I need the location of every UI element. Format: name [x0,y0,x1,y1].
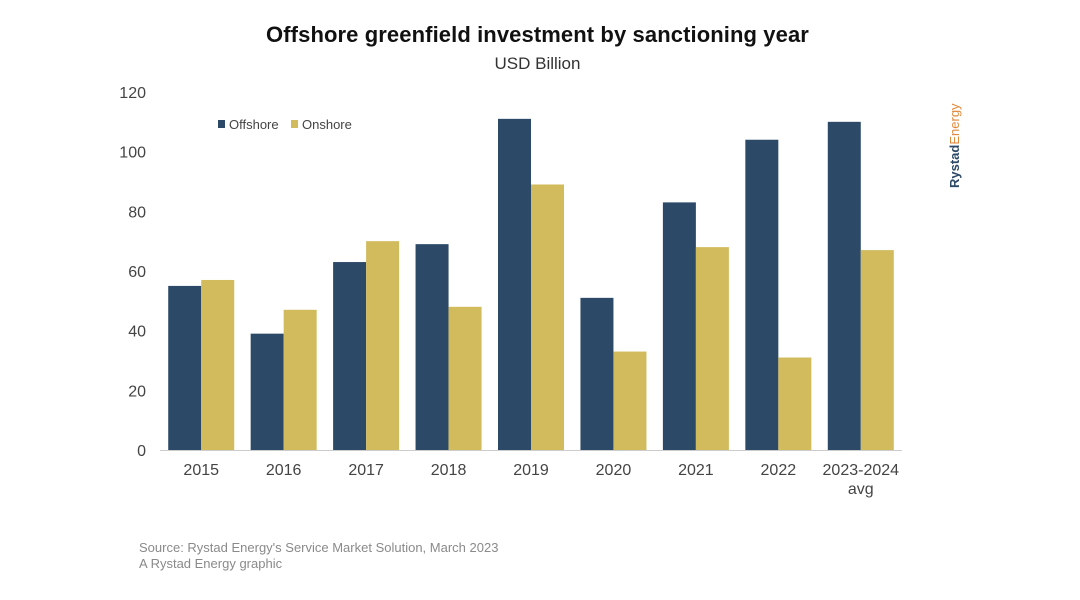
bar-onshore [283,309,317,450]
brand-part-1: Rystad [947,144,962,188]
bar-offshore [827,121,861,450]
y-tick-label: 80 [128,204,146,221]
chart-title: Offshore greenfield investment by sancti… [266,22,809,47]
legend-label-offshore: Offshore [229,117,279,132]
y-tick-label: 0 [137,443,146,460]
legend-swatch-offshore [218,120,225,128]
legend-swatch-onshore [291,120,298,128]
bar-onshore [201,279,235,450]
x-tick-label: 2016 [266,462,302,479]
bar-onshore [695,247,729,450]
rystad-energy-logo: RystadEnergy [947,103,962,188]
bar-onshore [366,241,400,450]
x-tick-label: 2019 [513,462,549,479]
y-tick-label: 20 [128,383,146,400]
credit-line: A Rystad Energy graphic [139,556,283,571]
bar-onshore [778,357,812,450]
x-tick-label: 2021 [678,462,714,479]
y-tick-label: 40 [128,324,146,341]
x-tick-label: 2015 [183,462,219,479]
bar-onshore [531,184,564,450]
y-tick-label: 120 [119,85,146,102]
x-tick-label: 2017 [348,462,384,479]
y-tick-label: 60 [128,264,146,281]
bar-onshore [613,351,647,450]
bar-offshore [333,262,367,450]
bar-offshore [580,297,614,450]
legend-label-onshore: Onshore [302,117,352,132]
y-tick-label: 100 [119,145,146,162]
chart-subtitle: USD Billion [494,54,581,73]
x-tick-label: avg [848,481,874,498]
bar-offshore [498,118,531,450]
bar-offshore [415,244,449,450]
x-tick-label: 2020 [596,462,632,479]
x-tick-label: 2023-2024 [823,462,900,479]
bar-offshore [745,139,779,450]
bar-onshore [448,306,482,450]
x-tick-label: 2018 [431,462,467,479]
bar-offshore [168,285,202,450]
brand-part-2: Energy [947,103,962,145]
source-line: Source: Rystad Energy's Service Market S… [139,540,499,555]
x-tick-label: 2022 [761,462,797,479]
bar-offshore [250,333,284,450]
bar-onshore [860,250,894,450]
source-note: Source: Rystad Energy's Service Market S… [139,540,498,572]
bar-offshore [662,202,696,450]
